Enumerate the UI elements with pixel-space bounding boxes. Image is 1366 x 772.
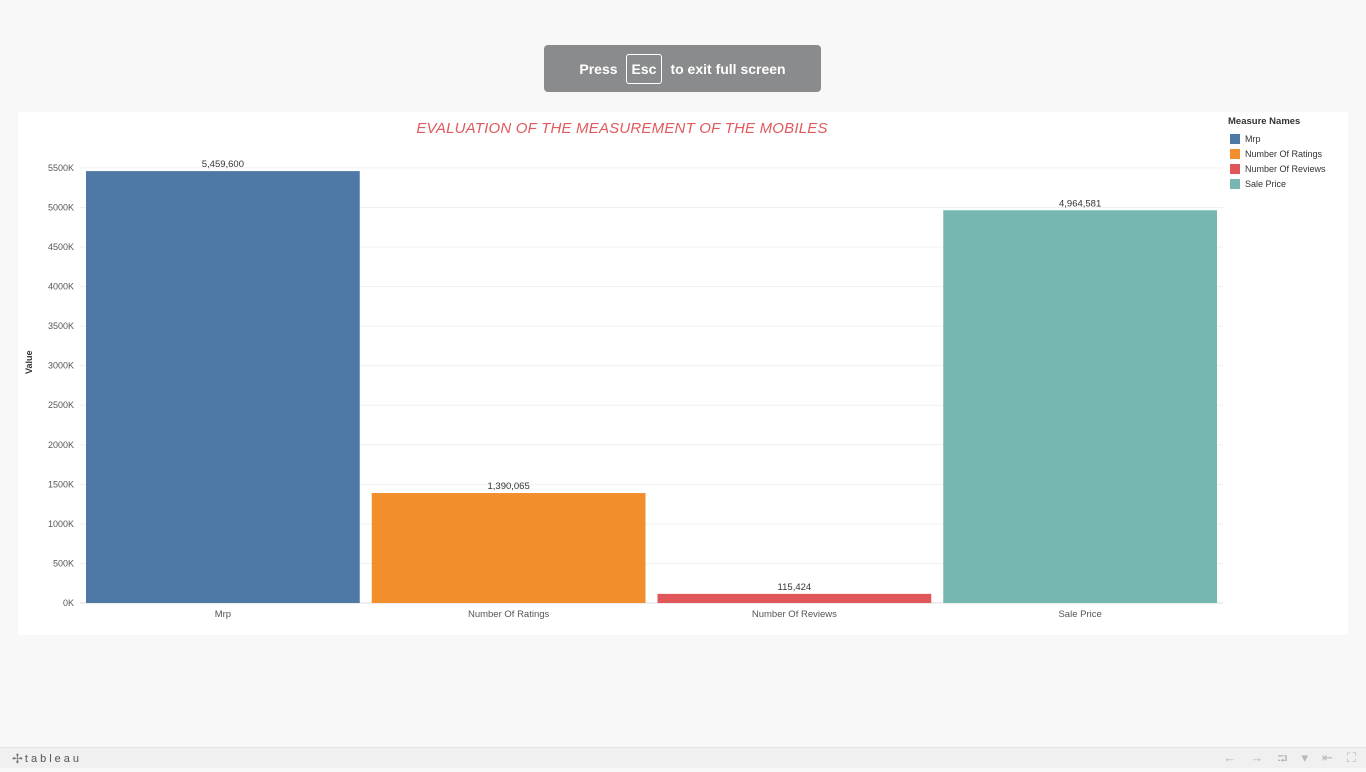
legend-swatch [1230,133,1240,144]
banner-press-text: Press [579,60,618,77]
footer-controls: ← → ⮒ ▾ ⇤ ⛶ [1223,750,1356,772]
x-category-label: Number Of Reviews [752,609,837,620]
bar-value-label: 1,390,065 [487,481,529,492]
y-tick-label: 4500K [48,242,74,252]
redo-button[interactable]: → [1250,750,1264,765]
undo-button[interactable]: ← [1223,750,1237,765]
share-button[interactable]: ⮒ [1277,751,1288,766]
bar-value-label: 115,424 [778,582,812,593]
legend-swatch [1230,148,1240,159]
x-category-label: Number Of Ratings [468,609,550,620]
y-tick-label: 3500K [48,321,74,331]
y-tick-label: 500K [53,558,74,568]
y-tick-label: 2500K [48,400,74,410]
bar[interactable] [657,593,932,603]
legend-swatch [1230,178,1240,189]
legend-item-number-of-ratings[interactable]: Number Of Ratings [1228,146,1348,161]
fullscreen-button[interactable]: ⛶ [1346,750,1356,765]
bar[interactable] [371,493,646,603]
legend: Measure Names Mrp Number Of Ratings Numb… [1228,116,1348,191]
bar[interactable] [943,210,1217,603]
legend-title: Measure Names [1228,116,1301,127]
tableau-cross-icon: ✢ [12,751,23,766]
bar-chart: 0K 500K 1000K 1500K 2000K 2500K 3000K 3500K 4000… [48,159,1223,620]
esc-key-badge: Esc [625,53,663,84]
y-tick-label: 4000K [48,282,74,292]
banner-suffix-text: to exit full screen [670,60,786,77]
footer-toolbar: ✢ tableau ← → ⮒ ▾ ⇤ ⛶ [0,747,1366,768]
y-tick-label: 2000K [48,440,74,450]
x-category-label: Sale Price [1058,609,1101,620]
tableau-logo-text: tableau [24,753,82,765]
y-tick-label: 0K [63,598,74,608]
share-dropdown-button[interactable]: ▾ [1301,750,1308,765]
legend-label: Sale Price [1245,178,1287,189]
bar[interactable] [86,171,360,604]
y-tick-label: 5500K [48,163,74,173]
chart-title: EVALUATION OF THE MEASUREMENT OF THE MOB… [416,120,828,137]
legend-item-sale-price[interactable]: Sale Price [1228,176,1348,191]
legend-item-mrp[interactable]: Mrp [1228,131,1348,146]
legend-item-number-of-reviews[interactable]: Number Of Reviews [1228,161,1348,176]
legend-label: Number Of Reviews [1245,163,1326,174]
y-tick-label: 3000K [48,361,74,371]
legend-label: Mrp [1245,133,1261,144]
y-tick-label: 1000K [48,519,74,529]
x-category-label: Mrp [215,609,231,620]
legend-label: Number Of Ratings [1245,148,1323,159]
bar-value-label: 5,459,600 [202,159,244,170]
bar-value-label: 4,964,581 [1059,198,1101,209]
dashboard-area: EVALUATION OF THE MEASUREMENT OF THE MOB… [18,112,1348,635]
tableau-logo[interactable]: ✢ tableau [12,751,82,767]
legend-swatch [1230,163,1240,174]
exit-fullscreen-banner: Press Esc to exit full screen [544,45,821,92]
revert-button[interactable]: ⇤ [1321,750,1333,765]
y-tick-label: 1500K [48,479,74,489]
y-tick-label: 5000K [48,202,74,212]
